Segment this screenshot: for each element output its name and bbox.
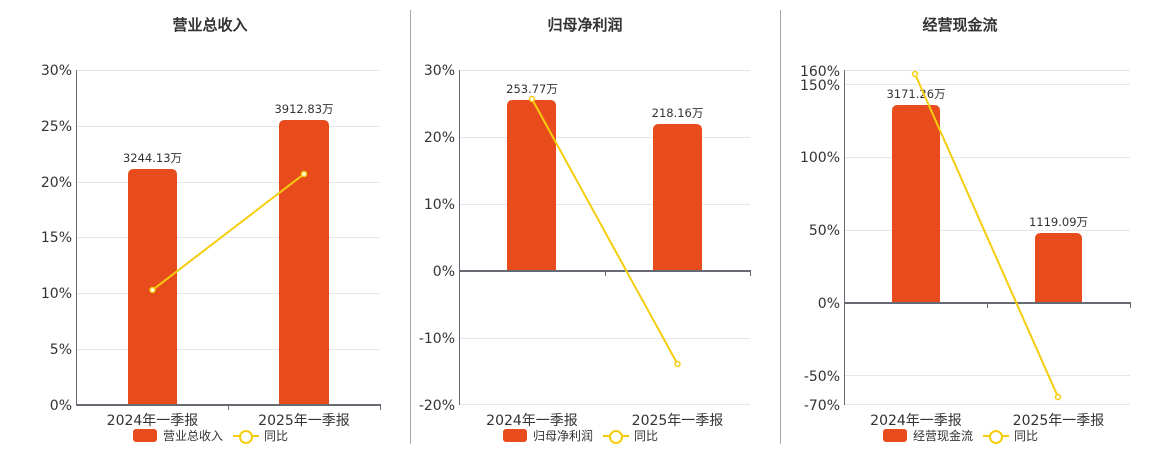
chart-panel-operating-cash-flow: 经营现金流 160% 150% 100% 50% 0% -50% -70%: [781, 0, 1160, 450]
bar-2025[interactable]: [1035, 233, 1082, 303]
x-category-label: 2025年一季报: [1013, 413, 1105, 429]
x-category-label: 2025年一季报: [632, 413, 724, 429]
svg-text:30%: 30%: [41, 63, 72, 79]
yoy-line: [914, 73, 1059, 398]
chart-title: 营业总收入: [172, 16, 248, 34]
svg-text:0%: 0%: [50, 398, 72, 414]
svg-text:100%: 100%: [800, 150, 840, 166]
x-category-label: 2024年一季报: [486, 413, 578, 429]
x-category-label: 2025年一季报: [258, 413, 350, 429]
bar-2025[interactable]: [279, 120, 329, 405]
legend-bar-label[interactable]: 归母净利润: [533, 429, 594, 443]
chart-plot: 160% 150% 100% 50% 0% -50% -70% 3171.26万…: [800, 64, 1131, 429]
svg-text:15%: 15%: [41, 230, 72, 246]
svg-text:50%: 50%: [809, 223, 840, 239]
svg-text:150%: 150%: [800, 78, 840, 94]
legend-bar-icon[interactable]: [883, 429, 907, 442]
legend-line-label[interactable]: 同比: [634, 429, 659, 443]
legend-bar-icon[interactable]: [503, 429, 527, 442]
svg-text:5%: 5%: [50, 342, 72, 358]
bar-value-label: 3171.26万: [886, 87, 945, 101]
legend-line-label[interactable]: 同比: [1014, 429, 1039, 443]
legend-line-icon[interactable]: [603, 429, 630, 444]
bar-2025[interactable]: [653, 124, 702, 271]
yoy-point[interactable]: [149, 286, 156, 294]
legend: 经营现金流 同比: [883, 427, 1038, 444]
svg-text:-20%: -20%: [419, 398, 455, 414]
legend-line-label[interactable]: 同比: [264, 429, 289, 443]
panel-divider: [780, 10, 781, 444]
svg-text:10%: 10%: [41, 286, 72, 302]
bar-value-label: 3244.13万: [123, 151, 182, 165]
legend: 营业总收入 同比: [133, 427, 288, 444]
svg-text:-70%: -70%: [804, 398, 840, 414]
grid-lines: [844, 70, 1130, 405]
yoy-point[interactable]: [911, 70, 919, 78]
x-category-label: 2024年一季报: [870, 413, 962, 429]
chart-plot: 30% 20% 10% 0% -10% -20% 253.77万 218.16万…: [419, 63, 751, 429]
svg-text:30%: 30%: [424, 63, 455, 79]
legend-line-icon[interactable]: [233, 429, 260, 444]
chart-panel-revenue: 营业总收入 30% 25% 20% 15% 10% 5% 0% 3244.13万…: [0, 0, 410, 450]
legend: 归母净利润 同比: [503, 427, 658, 444]
svg-text:25%: 25%: [41, 119, 72, 135]
bar-2024[interactable]: [507, 100, 556, 271]
bar-value-label: 1119.09万: [1029, 215, 1088, 229]
y-axis-labels: 30% 25% 20% 15% 10% 5% 0%: [41, 63, 72, 414]
svg-text:-10%: -10%: [419, 331, 455, 347]
yoy-line: [151, 173, 305, 291]
grid-lines: [459, 70, 750, 405]
chart-plot: 30% 25% 20% 15% 10% 5% 0% 3244.13万 3912.…: [41, 63, 381, 429]
yoy-line: [531, 98, 679, 365]
yoy-point[interactable]: [300, 170, 308, 178]
y-axis-labels: 160% 150% 100% 50% 0% -50% -70%: [800, 64, 840, 414]
chart-title: 归母净利润: [547, 16, 623, 34]
bar-value-label: 253.77万: [506, 82, 558, 96]
legend-bar-label[interactable]: 经营现金流: [913, 429, 974, 443]
svg-text:10%: 10%: [424, 197, 455, 213]
yoy-point[interactable]: [528, 95, 536, 103]
chart-panel-net-profit: 归母净利润 30% 20% 10% 0% -10% -20% 253.77万 2…: [411, 0, 781, 450]
y-axis-labels: 30% 20% 10% 0% -10% -20%: [419, 63, 455, 414]
chart-title: 经营现金流: [922, 16, 998, 34]
legend-bar-label[interactable]: 营业总收入: [163, 429, 224, 443]
svg-text:0%: 0%: [818, 296, 840, 312]
svg-text:0%: 0%: [433, 264, 455, 280]
svg-text:-50%: -50%: [804, 369, 840, 385]
svg-text:20%: 20%: [41, 175, 72, 191]
legend-line-icon[interactable]: [983, 429, 1010, 444]
svg-text:20%: 20%: [424, 130, 455, 146]
x-category-label: 2024年一季报: [107, 413, 199, 429]
svg-text:160%: 160%: [800, 64, 840, 80]
bar-value-label: 3912.83万: [274, 102, 333, 116]
yoy-point[interactable]: [1054, 393, 1062, 401]
panel-divider: [410, 10, 411, 444]
legend-bar-icon[interactable]: [133, 429, 157, 442]
grid-lines: [77, 70, 380, 350]
bar-value-label: 218.16万: [652, 106, 704, 120]
yoy-point[interactable]: [674, 360, 681, 368]
bar-2024[interactable]: [892, 105, 940, 303]
